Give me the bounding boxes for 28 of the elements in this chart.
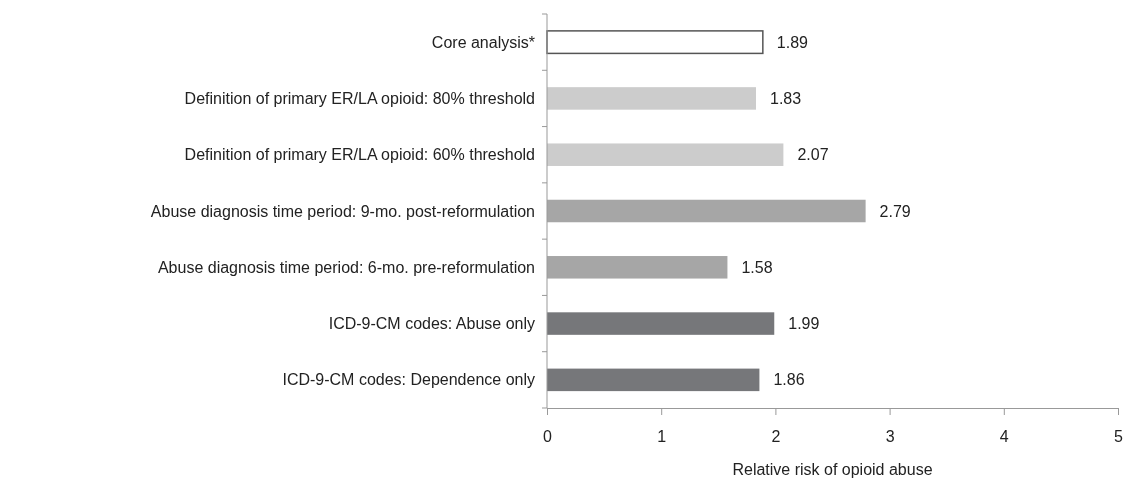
x-tick-label: 0: [543, 428, 553, 446]
x-tick-label: 3: [885, 428, 895, 446]
data-label: 1.58: [741, 258, 773, 276]
data-label: 1.86: [773, 371, 805, 389]
y-tick-label: Definition of primary ER/LA opioid: 60% threshold: [184, 146, 535, 164]
x-tick-label: 2: [771, 428, 781, 446]
data-label: 1.83: [769, 90, 802, 108]
bar: [547, 199, 866, 223]
y-tick-label: Abuse diagnosis time period: 6-mo. pre-reformulation: [157, 258, 535, 276]
x-tick-label: 5: [1114, 428, 1124, 446]
y-tick-label: Abuse diagnosis time period: 9-mo. post-reformulation: [150, 202, 535, 220]
y-tick-label: ICD-9-CM codes: Abuse only: [328, 315, 535, 333]
data-label: 1.89: [776, 33, 809, 51]
bar: [547, 256, 728, 279]
data-label: 2.79: [879, 202, 911, 220]
bar: [547, 87, 756, 110]
y-tick-label: Core analysis*: [431, 33, 535, 51]
x-tick-label: 1: [657, 428, 667, 446]
x-tick-label: 4: [999, 428, 1009, 446]
data-label: 2.07: [797, 146, 829, 164]
bar: [547, 368, 760, 392]
bar: [547, 312, 775, 335]
x-axis-title: Relative risk of opioid abuse: [732, 461, 933, 478]
y-tick-label: Definition of primary ER/LA opioid: 80% threshold: [184, 90, 535, 108]
bar: [547, 143, 784, 166]
data-label: 1.99: [788, 315, 820, 333]
bar: [546, 30, 764, 55]
y-tick-label: ICD-9-CM codes: Dependence only: [282, 371, 535, 389]
